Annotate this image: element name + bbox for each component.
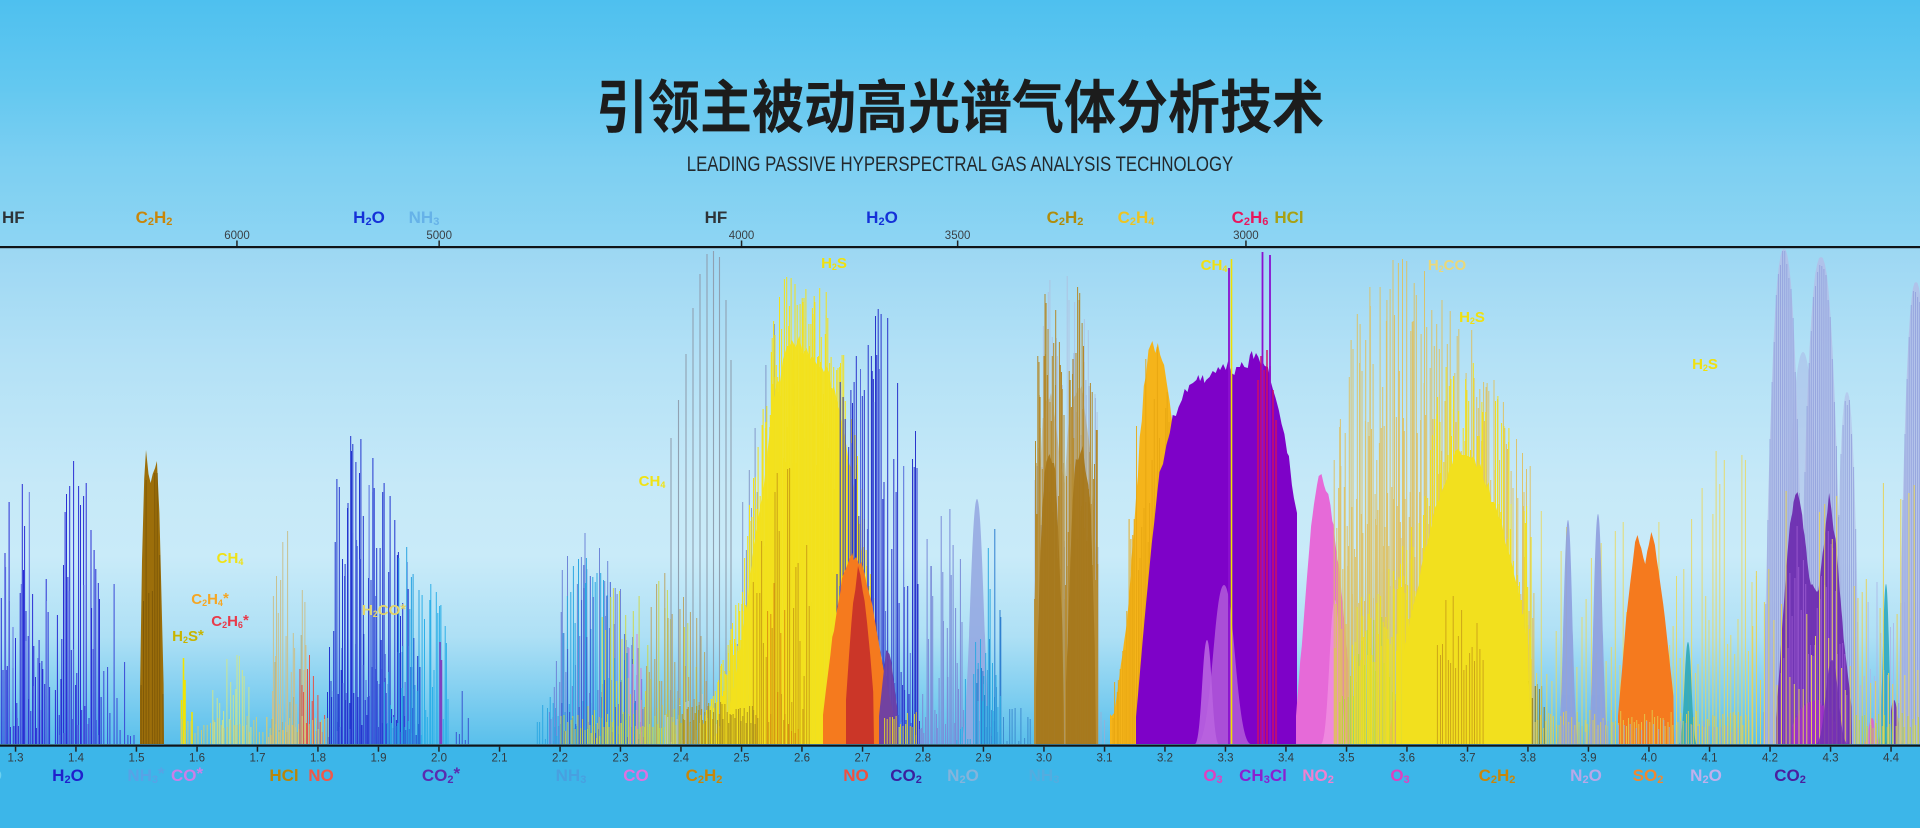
svg-text:CH3Cl: CH3Cl (1239, 766, 1287, 786)
svg-text:3.6: 3.6 (1399, 753, 1415, 765)
svg-text:C2H4: C2H4 (1118, 208, 1156, 228)
svg-text:4.0: 4.0 (1641, 753, 1657, 765)
svg-text:2.9: 2.9 (976, 753, 992, 765)
svg-text:3.3: 3.3 (1218, 753, 1234, 765)
svg-text:N2O: N2O (1570, 766, 1602, 786)
svg-text:3000: 3000 (1233, 230, 1259, 242)
svg-text:CO: CO (623, 766, 649, 785)
svg-text:C2H6*: C2H6* (211, 612, 249, 631)
svg-text:2.7: 2.7 (855, 753, 871, 765)
svg-text:3500: 3500 (945, 230, 971, 242)
svg-text:CH4: CH4 (217, 550, 244, 567)
svg-text:NH3: NH3 (409, 208, 440, 228)
svg-text:C2H2: C2H2 (686, 766, 723, 786)
svg-text:2.0: 2.0 (431, 753, 447, 765)
svg-text:H2O: H2O (353, 208, 385, 228)
svg-text:1.8: 1.8 (310, 753, 326, 765)
svg-text:2.3: 2.3 (613, 753, 629, 765)
svg-text:NH3: NH3 (1029, 766, 1060, 786)
svg-text:NH3: NH3 (556, 766, 587, 786)
svg-text:CH4: CH4 (1201, 257, 1228, 274)
svg-text:C2H2: C2H2 (136, 208, 173, 228)
svg-text:3.8: 3.8 (1520, 753, 1536, 765)
svg-text:4.3: 4.3 (1823, 753, 1839, 765)
svg-text:H2O: H2O (52, 766, 84, 786)
svg-text:3.5: 3.5 (1339, 753, 1355, 765)
svg-text:H2O: H2O (866, 208, 898, 228)
svg-text:H2CO*: H2CO* (362, 601, 406, 620)
svg-text:2.1: 2.1 (492, 753, 508, 765)
svg-text:2.5: 2.5 (734, 753, 750, 765)
svg-text:4.4: 4.4 (1883, 753, 1900, 765)
svg-text:1.3: 1.3 (8, 753, 24, 765)
svg-text:CH4: CH4 (639, 473, 666, 490)
svg-text:C2H6: C2H6 (1232, 208, 1269, 228)
svg-text:C2H4*: C2H4* (191, 590, 229, 609)
svg-text:2.2: 2.2 (552, 753, 568, 765)
svg-text:2.4: 2.4 (673, 753, 690, 765)
svg-text:NO: NO (308, 766, 334, 785)
svg-text:6000: 6000 (224, 230, 250, 242)
svg-text:N2O: N2O (947, 766, 979, 786)
svg-text:4000: 4000 (729, 230, 755, 242)
svg-text:SO2: SO2 (1633, 766, 1664, 786)
svg-text:3.9: 3.9 (1581, 753, 1597, 765)
svg-text:3.2: 3.2 (1157, 753, 1173, 765)
svg-text:O3: O3 (1203, 766, 1222, 786)
svg-text:3.4: 3.4 (1278, 753, 1295, 765)
svg-text:2.8: 2.8 (915, 753, 931, 765)
svg-text:CO2: CO2 (1774, 766, 1806, 786)
svg-text:NO2: NO2 (1302, 766, 1334, 786)
svg-text:5000: 5000 (426, 230, 452, 242)
svg-text:H2S: H2S (821, 255, 847, 272)
svg-text:HF: HF (2, 208, 25, 227)
svg-text:H2CO: H2CO (1428, 257, 1467, 274)
svg-text:CO2: CO2 (890, 766, 922, 786)
svg-text:3.0: 3.0 (1036, 753, 1052, 765)
svg-text:1.4: 1.4 (68, 753, 85, 765)
svg-text:CO2*: CO2* (422, 764, 461, 786)
svg-text:O3: O3 (1390, 766, 1409, 786)
svg-text:NO: NO (843, 766, 869, 785)
svg-text:C2H2: C2H2 (1479, 766, 1516, 786)
svg-text:3.1: 3.1 (1097, 753, 1113, 765)
svg-text:4.1: 4.1 (1702, 753, 1718, 765)
svg-text:1.5: 1.5 (129, 753, 145, 765)
svg-text:C2H2: C2H2 (1047, 208, 1084, 228)
svg-text:O: O (0, 766, 2, 785)
svg-text:3.7: 3.7 (1460, 753, 1476, 765)
svg-text:NH3*: NH3* (127, 764, 165, 786)
svg-text:H2S: H2S (1692, 356, 1718, 373)
svg-text:HCl: HCl (1274, 208, 1303, 227)
svg-text:4.2: 4.2 (1762, 753, 1778, 765)
svg-text:N2O: N2O (1690, 766, 1722, 786)
svg-text:CO*: CO* (171, 764, 204, 785)
svg-text:HF: HF (705, 208, 728, 227)
svg-text:1.7: 1.7 (250, 753, 266, 765)
svg-text:1.6: 1.6 (189, 753, 205, 765)
svg-text:1.9: 1.9 (371, 753, 387, 765)
svg-text:H2S: H2S (1459, 309, 1485, 326)
svg-text:H2S*: H2S* (172, 627, 204, 646)
svg-text:HCl: HCl (269, 766, 298, 785)
svg-text:2.6: 2.6 (794, 753, 810, 765)
